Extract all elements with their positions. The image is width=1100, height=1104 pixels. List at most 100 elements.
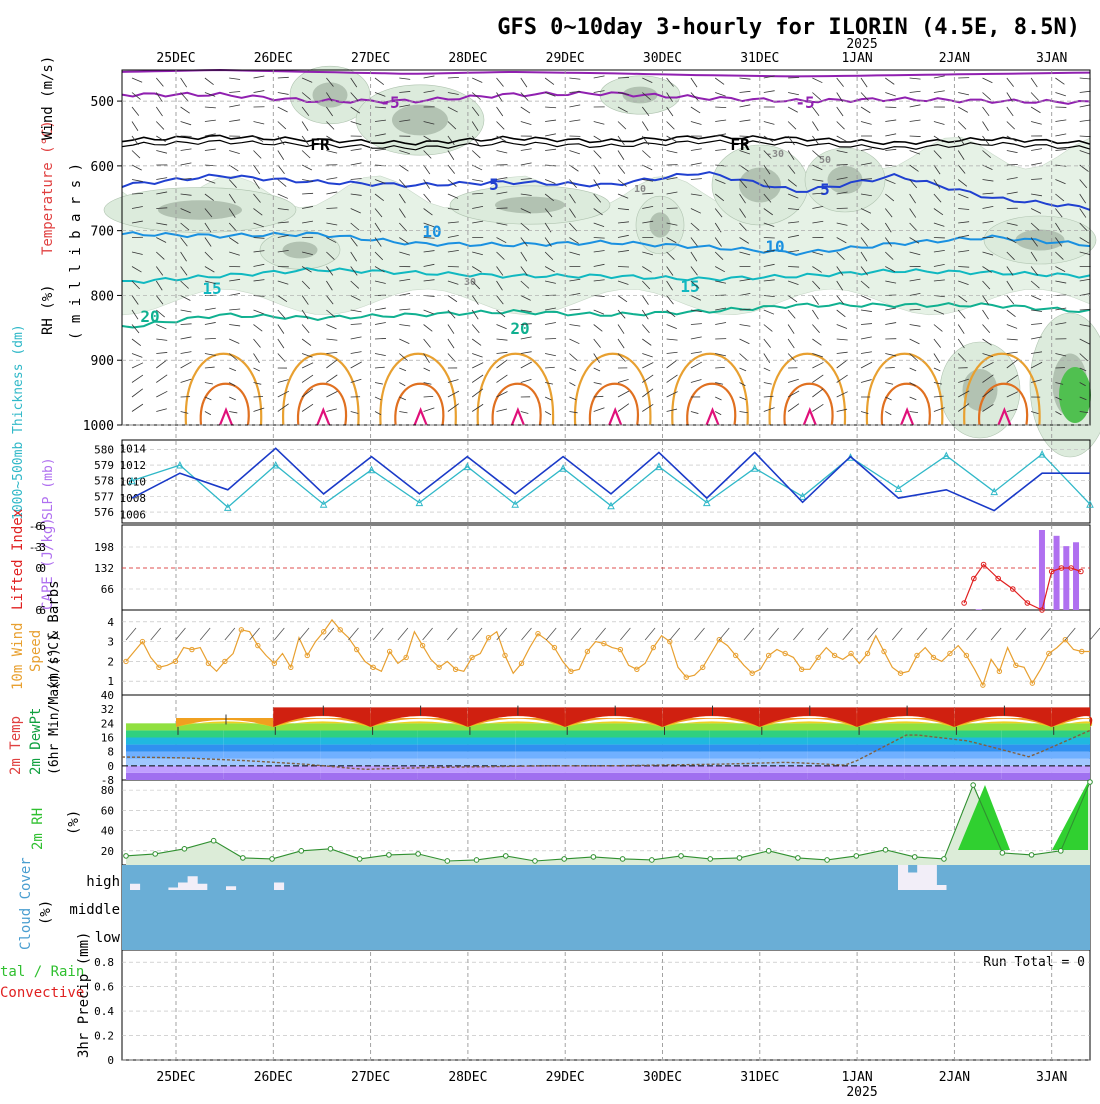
rh-point: [650, 858, 655, 863]
rh-point: [679, 854, 684, 859]
slp-tick: 1014: [120, 442, 147, 455]
temp-band: [418, 730, 515, 737]
chart-title: GFS 0~10day 3-hourly for ILORIN (4.5E, 8…: [497, 15, 1080, 40]
rh-tick: 80: [101, 784, 114, 797]
rh2m-panel-frame: [122, 780, 1090, 865]
wind10-barb: [769, 628, 779, 640]
temp-band: [515, 745, 612, 752]
wind10-barb: [497, 628, 507, 640]
temp-band: [1002, 745, 1090, 752]
temp-band: [1002, 773, 1090, 780]
temp-band: [515, 773, 612, 780]
li-tick-left: -3: [33, 541, 46, 554]
temp-band: [710, 745, 807, 752]
temp-band: [613, 752, 710, 759]
cape-tick: 198: [94, 541, 114, 554]
wind-barb: [1007, 164, 1018, 165]
wind-barb: [885, 367, 895, 368]
cape-bar: [976, 609, 982, 610]
cloud-unit: (%): [38, 900, 54, 925]
wind10-barb: [645, 628, 655, 640]
rh-point: [591, 855, 596, 860]
y-tick-label: 600: [91, 160, 114, 175]
wind10-barb: [966, 628, 976, 640]
temp-band: [418, 759, 515, 766]
wind-tick: 3: [107, 636, 114, 649]
temp-tick: 32: [101, 703, 114, 716]
temp-band: [515, 730, 612, 737]
temp-band: [904, 730, 1001, 737]
temp-band: [515, 752, 612, 759]
date-label-bottom: 2JAN: [939, 1070, 970, 1085]
temp-band: [807, 766, 904, 773]
rh-point: [766, 849, 771, 854]
wind10-barb: [447, 628, 457, 640]
rh-peak-fill: [1052, 782, 1088, 850]
rh-tick: 60: [101, 804, 114, 817]
t2-label-a: 2m Temp: [8, 716, 24, 775]
temp-tick: 16: [101, 732, 114, 745]
wind10-barb: [991, 628, 1001, 640]
rh-point: [270, 857, 275, 862]
precip-label-b: Convective: [0, 985, 84, 1001]
wind10-barb: [200, 628, 210, 640]
wind-barb: [618, 77, 629, 78]
contour-label: 30: [464, 277, 476, 288]
date-label-top: 2JAN: [939, 51, 970, 66]
wind-barb: [764, 238, 775, 239]
slp-tick: 1006: [120, 509, 147, 522]
date-label-bottom: 1JAN: [841, 1070, 872, 1085]
wind10-barb: [126, 628, 136, 640]
rh-point: [182, 847, 187, 852]
cape-bar: [1054, 536, 1060, 610]
slp-line: [132, 448, 1090, 510]
contour-label: 5: [489, 175, 499, 194]
temp-band: [904, 752, 1001, 759]
temp-band: [807, 738, 904, 745]
rh-point: [416, 852, 421, 857]
wind10-barb: [818, 628, 828, 640]
rh2-unit: (%): [66, 810, 82, 835]
temp-band: [807, 773, 904, 780]
temp-band: [807, 759, 904, 766]
temp-band: [126, 759, 223, 766]
contour-label: -5: [795, 93, 814, 112]
contour-label: 20: [140, 307, 159, 326]
rh-core: [283, 242, 318, 259]
precip-label-c: 3hr Precip (mm): [76, 932, 92, 1058]
temp-band: [710, 730, 807, 737]
temp-tick: 8: [107, 746, 114, 759]
wind-barb: [885, 107, 896, 108]
temp-band: [223, 738, 320, 745]
rh-point: [241, 856, 246, 861]
wind10-label-a: 10m Wind: [10, 623, 26, 690]
temp-band: [321, 773, 418, 780]
wind10-barb: [744, 628, 754, 640]
contour-label: -30: [766, 149, 784, 160]
temp-band: [515, 759, 612, 766]
precip-tick: 0.4: [94, 1005, 114, 1018]
temp-band: [807, 752, 904, 759]
temp-band: [223, 745, 320, 752]
wind-barb: [375, 338, 386, 339]
temp-band: [321, 745, 418, 752]
wind10-barb: [1041, 628, 1051, 640]
high-cloud-bar: [226, 886, 236, 890]
temp-band: [613, 773, 710, 780]
temp-tick: 40: [101, 689, 114, 702]
temp-band: [223, 752, 320, 759]
temp-band: [904, 759, 1001, 766]
wind-tick: 1: [107, 675, 114, 688]
wind10-barb: [942, 628, 952, 640]
wind10-panel-frame: [122, 610, 1090, 695]
temp-band: [904, 738, 1001, 745]
li-tick-left: -6: [33, 520, 46, 533]
temp-band: [418, 745, 515, 752]
thickness-tick: 580: [94, 443, 114, 456]
date-label-top: 28DEC: [448, 51, 487, 66]
rh-core: [158, 200, 242, 220]
temp-band: [1002, 738, 1090, 745]
rh-point: [503, 854, 508, 859]
wind10-label-b: Speed: [28, 630, 44, 672]
